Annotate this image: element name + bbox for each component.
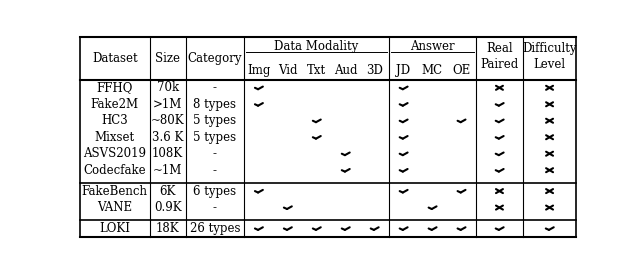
Text: 108K: 108K	[152, 147, 183, 160]
Text: Codecfake: Codecfake	[83, 164, 146, 177]
Text: MC: MC	[422, 63, 443, 76]
Text: LOKI: LOKI	[99, 222, 131, 235]
Text: -: -	[213, 147, 217, 160]
Text: Category: Category	[188, 52, 243, 65]
Text: 5 types: 5 types	[193, 114, 237, 127]
Text: Difficulty
Level: Difficulty Level	[522, 42, 577, 71]
Text: FakeBench: FakeBench	[82, 185, 148, 198]
Text: 3D: 3D	[366, 63, 383, 76]
Text: Data Modality: Data Modality	[275, 40, 358, 53]
Text: Aud: Aud	[334, 63, 357, 76]
Text: 26 types: 26 types	[189, 222, 240, 235]
Text: Img: Img	[247, 63, 270, 76]
Text: 70k: 70k	[157, 81, 179, 94]
Text: ASVS2019: ASVS2019	[83, 147, 147, 160]
Text: FFHQ: FFHQ	[97, 81, 133, 94]
Text: OE: OE	[452, 63, 470, 76]
Text: Size: Size	[155, 52, 180, 65]
Text: -: -	[213, 81, 217, 94]
Text: Real
Paired: Real Paired	[481, 42, 518, 71]
Text: Answer: Answer	[410, 40, 454, 53]
Text: ~80K: ~80K	[151, 114, 184, 127]
Text: Fake2M: Fake2M	[91, 98, 139, 111]
Text: 18K: 18K	[156, 222, 179, 235]
Text: 8 types: 8 types	[193, 98, 237, 111]
Text: Mixset: Mixset	[95, 131, 135, 144]
Text: -: -	[213, 164, 217, 177]
Text: 5 types: 5 types	[193, 131, 237, 144]
Text: JD: JD	[396, 63, 410, 76]
Text: 0.9K: 0.9K	[154, 201, 182, 214]
Text: 6 types: 6 types	[193, 185, 237, 198]
Text: VANE: VANE	[97, 201, 132, 214]
Text: -: -	[213, 201, 217, 214]
Text: Dataset: Dataset	[92, 52, 138, 65]
Text: 6K: 6K	[159, 185, 176, 198]
Text: >1M: >1M	[153, 98, 182, 111]
Text: Vid: Vid	[278, 63, 298, 76]
Text: 3.6 K: 3.6 K	[152, 131, 184, 144]
Text: Txt: Txt	[307, 63, 326, 76]
Text: ~1M: ~1M	[153, 164, 182, 177]
Text: HC3: HC3	[101, 114, 128, 127]
